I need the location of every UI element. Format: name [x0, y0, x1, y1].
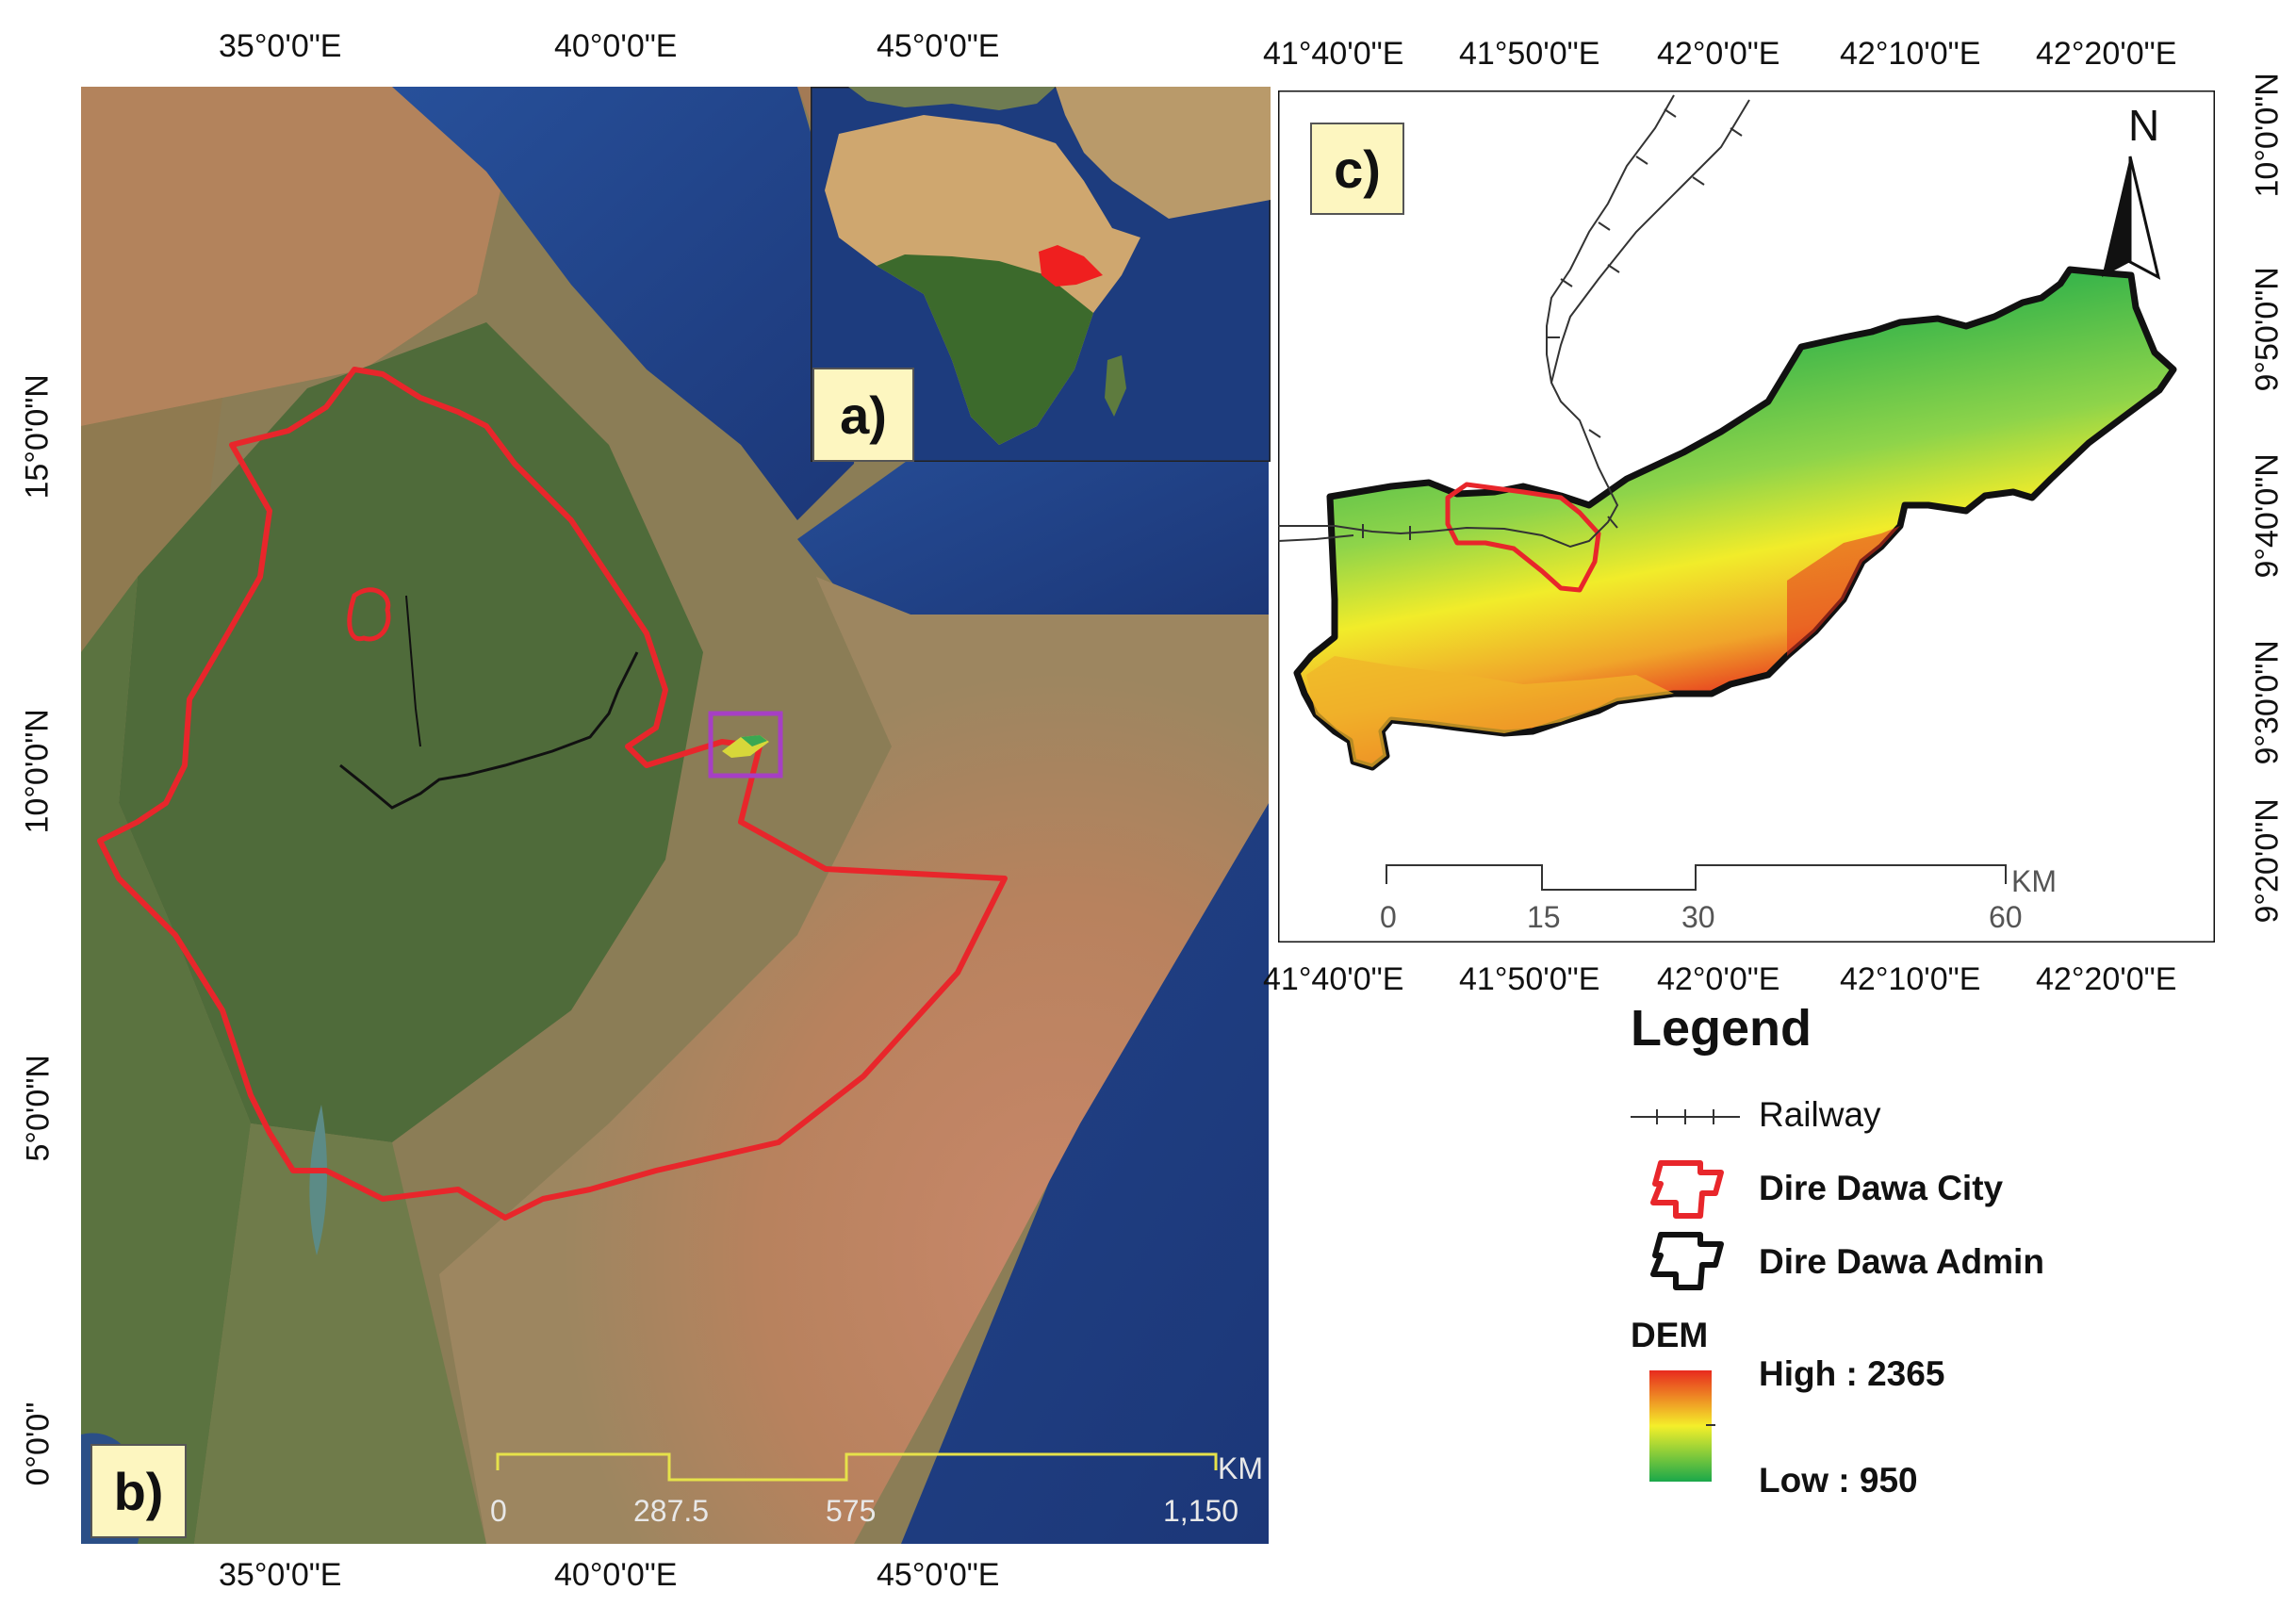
legend-dem-low: Low : 950	[1759, 1461, 1918, 1500]
scale-b-label-0: 0	[490, 1494, 507, 1528]
lon-tick-c-top-2: 41°50'0"E	[1459, 36, 1600, 72]
scale-c-unit: KM	[2011, 864, 2057, 898]
lon-tick-c-top-1: 41°40'0"E	[1263, 36, 1404, 72]
legend-title: Legend	[1631, 1000, 1812, 1057]
ethiopia-boundary	[97, 367, 1008, 1221]
scale-b-label-3: 1,150	[1163, 1494, 1239, 1528]
panel-label-a: a)	[812, 368, 914, 462]
study-area-box	[708, 711, 783, 779]
legend-admin-symbol	[1650, 1232, 1724, 1290]
panel-label-c: c)	[1310, 123, 1404, 215]
lat-tick-c-2: 9°50'0"N	[2249, 267, 2286, 392]
dire-dawa-city-boundary	[1445, 482, 1601, 593]
legend-admin-label: Dire Dawa Admin	[1759, 1242, 2044, 1281]
legend-dem-title: DEM	[1631, 1316, 1709, 1354]
lat-tick-b-1: 15°0'0"N	[19, 374, 56, 500]
panel-label-b: b)	[90, 1444, 187, 1538]
lon-tick-c-top-3: 42°0'0"E	[1657, 36, 1780, 72]
lon-tick-b-bottom-3: 45°0'0"E	[877, 1557, 1000, 1593]
scale-c-label-1: 15	[1527, 900, 1561, 934]
ethiopia-highlight	[1039, 245, 1103, 287]
legend-dem-colorbar	[1649, 1370, 1715, 1482]
lat-tick-b-2: 10°0'0"N	[19, 709, 56, 834]
legend-railway-symbol	[1631, 1109, 1740, 1124]
lat-tick-b-3: 5°0'0"N	[20, 1055, 57, 1162]
lon-tick-c-bottom-1: 41°40'0"E	[1263, 961, 1404, 997]
scale-bar-b	[496, 1452, 1218, 1482]
lat-tick-c-1: 10°0'0"N	[2249, 73, 2286, 198]
dire-dawa-admin-area	[1293, 266, 2177, 771]
scale-c-label-0: 0	[1380, 900, 1397, 934]
lon-tick-b-top-2: 40°0'0"E	[554, 28, 678, 64]
lon-tick-c-bottom-5: 42°20'0"E	[2036, 961, 2177, 997]
scale-c-label-3: 60	[1989, 900, 2023, 934]
legend-city-symbol	[1650, 1160, 1724, 1219]
lon-tick-b-bottom-1: 35°0'0"E	[219, 1557, 342, 1593]
legend-dem-high: High : 2365	[1759, 1354, 1945, 1393]
lon-tick-b-top-3: 45°0'0"E	[877, 28, 1000, 64]
lat-tick-c-3: 9°40'0"N	[2249, 453, 2286, 579]
lon-tick-c-bottom-2: 41°50'0"E	[1459, 961, 1600, 997]
lon-tick-c-bottom-4: 42°10'0"E	[1840, 961, 1981, 997]
lon-tick-b-top-1: 35°0'0"E	[219, 28, 342, 64]
north-arrow	[2102, 156, 2161, 280]
north-label: N	[2128, 101, 2160, 150]
scale-b-unit: KM	[1218, 1451, 1263, 1485]
lon-tick-c-top-4: 42°10'0"E	[1840, 36, 1981, 72]
railway-line-b	[339, 651, 639, 810]
legend-railway-label: Railway	[1759, 1095, 1881, 1134]
scale-bar-c	[1386, 864, 2007, 891]
railway-line-c	[1278, 94, 1675, 549]
lon-tick-b-bottom-2: 40°0'0"E	[554, 1557, 678, 1593]
map-panel-c	[1278, 90, 2215, 943]
lon-tick-c-bottom-3: 42°0'0"E	[1657, 961, 1780, 997]
scale-b-label-1: 287.5	[633, 1494, 710, 1528]
lon-tick-c-top-5: 42°20'0"E	[2036, 36, 2177, 72]
legend-city-label: Dire Dawa City	[1759, 1169, 2004, 1207]
lat-tick-c-4: 9°30'0"N	[2249, 640, 2286, 765]
scale-c-label-2: 30	[1681, 900, 1715, 934]
lat-tick-b-4: 0°0'0"	[20, 1402, 57, 1486]
scale-b-label-2: 575	[826, 1494, 877, 1528]
lat-tick-c-5: 9°20'0"N	[2249, 798, 2286, 924]
